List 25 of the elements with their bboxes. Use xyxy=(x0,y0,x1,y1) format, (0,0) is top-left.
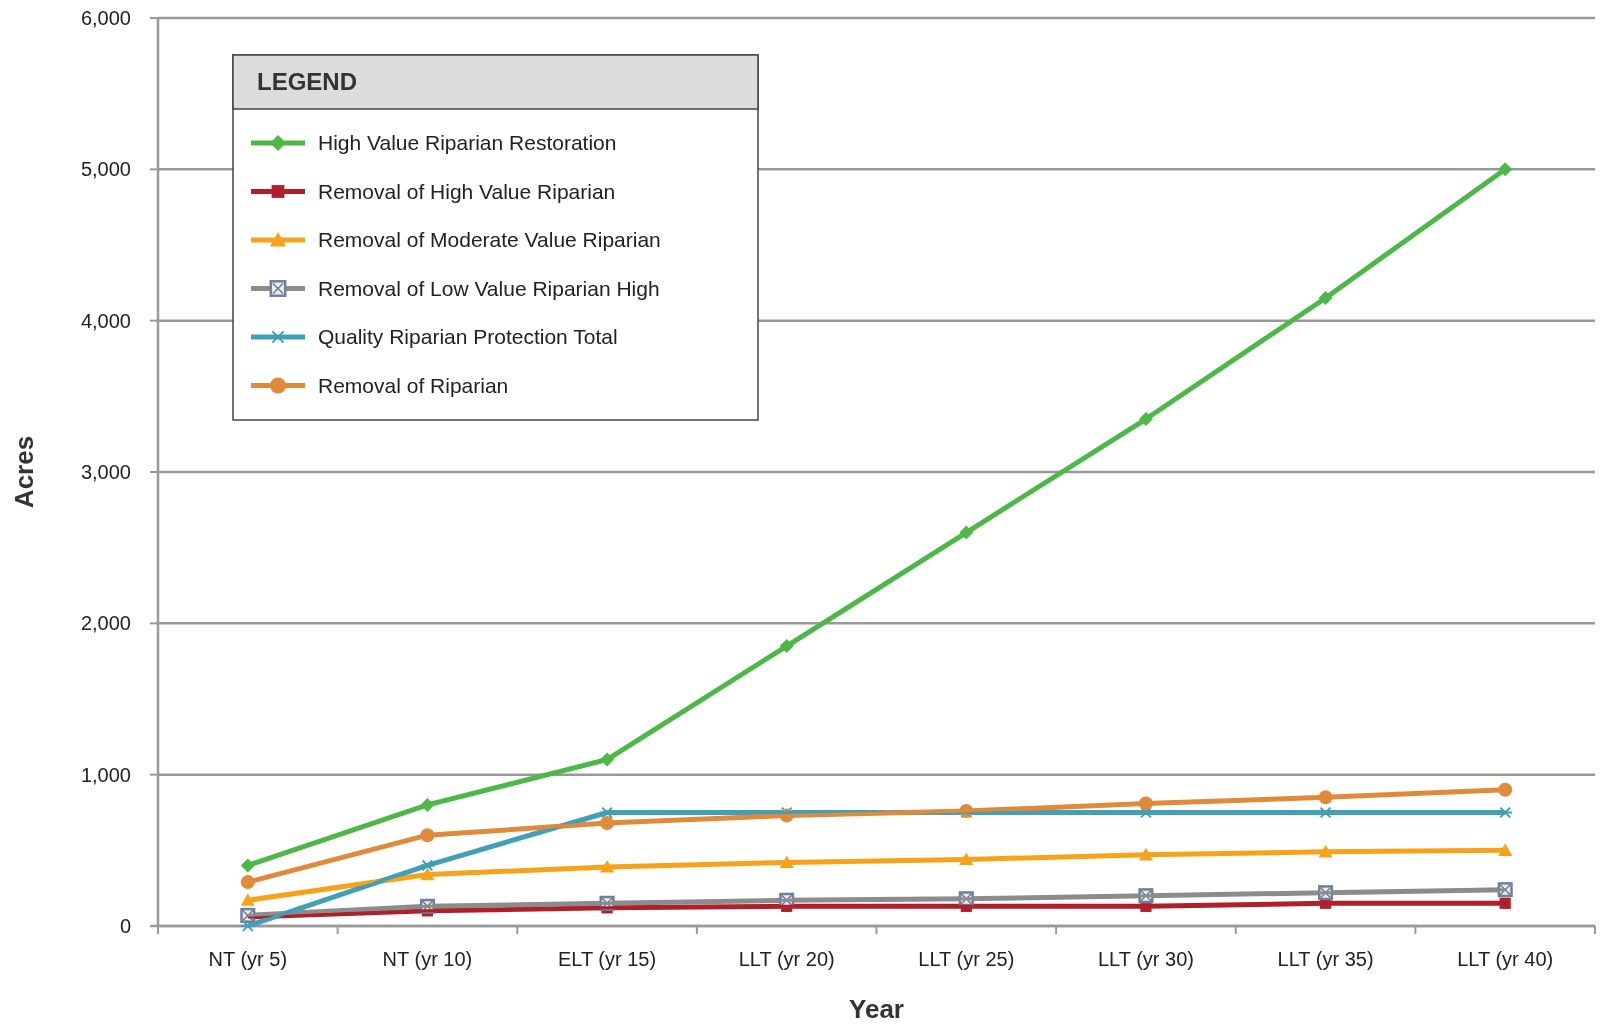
y-tick-label: 6,000 xyxy=(80,7,131,29)
x-tick-label: NT (yr 5) xyxy=(208,948,288,970)
y-tick-label: 3,000 xyxy=(80,461,131,483)
x-tick-label: LLT (yr 20) xyxy=(738,948,835,970)
legend-label: Removal of High Value Riparian xyxy=(318,179,616,203)
legend-title: LEGEND xyxy=(257,68,358,95)
x-tick-label: LLT (yr 30) xyxy=(1097,948,1194,970)
x-tick-label: LLT (yr 35) xyxy=(1277,948,1374,970)
x-tick-label: NT (yr 10) xyxy=(382,948,473,970)
y-tick-label: 4,000 xyxy=(80,309,131,332)
y-tick-label: 0 xyxy=(119,915,131,937)
y-tick-label: 1,000 xyxy=(80,763,131,786)
x-tick-label: LLT (yr 40) xyxy=(1457,948,1554,970)
legend-header: LEGEND xyxy=(232,54,759,110)
legend-label: Removal of Riparian xyxy=(318,373,509,397)
x-tick-label: LLT (yr 25) xyxy=(918,948,1015,970)
legend-label: Quality Riparian Protection Total xyxy=(318,325,618,349)
legend-label: Removal of Low Value Riparian High xyxy=(318,276,660,300)
legend-label: High Value Riparian Restoration xyxy=(318,131,617,155)
y-axis-title: Acres xyxy=(9,435,39,509)
y-tick-label: 2,000 xyxy=(80,612,131,635)
y-tick-label: 5,000 xyxy=(80,158,131,181)
x-tick-label: ELT (yr 15) xyxy=(557,948,657,970)
legend-label: Removal of Moderate Value Riparian xyxy=(318,228,661,252)
x-axis-title: Year xyxy=(849,994,904,1024)
